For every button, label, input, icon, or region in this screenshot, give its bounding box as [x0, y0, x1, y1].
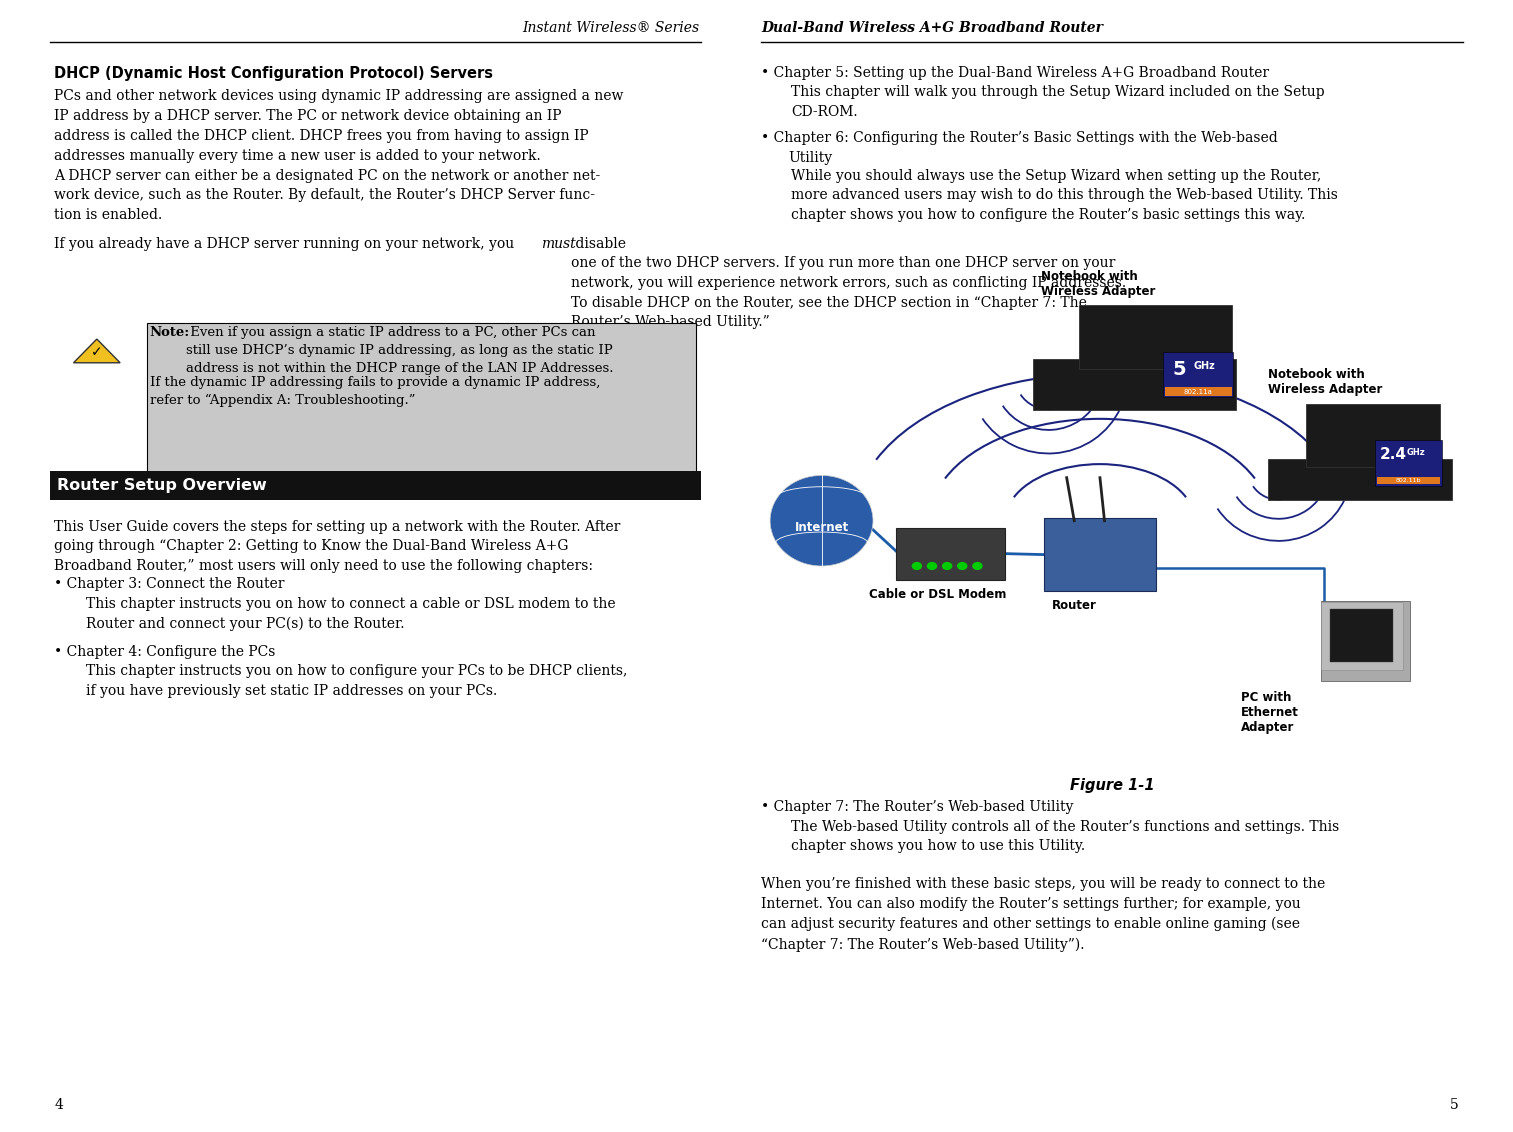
Text: Figure 1-1: Figure 1-1	[1070, 778, 1154, 792]
Text: 4: 4	[54, 1098, 64, 1112]
FancyBboxPatch shape	[1033, 360, 1236, 410]
Text: 5: 5	[1449, 1098, 1459, 1112]
Text: The Web-based Utility controls all of the Router’s functions and settings. This
: The Web-based Utility controls all of th…	[791, 820, 1339, 854]
Circle shape	[973, 563, 982, 569]
Text: If the dynamic IP addressing fails to provide a dynamic IP address,
refer to “Ap: If the dynamic IP addressing fails to pr…	[150, 376, 601, 408]
Text: PCs and other network devices using dynamic IP addressing are assigned a new
IP : PCs and other network devices using dyna…	[54, 89, 623, 163]
Text: • Chapter 7: The Router’s Web-based Utility: • Chapter 7: The Router’s Web-based Util…	[761, 800, 1073, 814]
Text: Utility: Utility	[788, 151, 832, 164]
Circle shape	[943, 563, 952, 569]
Text: This chapter will walk you through the Setup Wizard included on the Setup
CD-ROM: This chapter will walk you through the S…	[791, 85, 1325, 119]
Text: Notebook with
Wireless Adapter: Notebook with Wireless Adapter	[1268, 368, 1383, 396]
Polygon shape	[74, 340, 120, 362]
Circle shape	[958, 563, 967, 569]
FancyBboxPatch shape	[1306, 404, 1440, 466]
FancyBboxPatch shape	[1044, 518, 1156, 591]
Text: • Chapter 3: Connect the Router: • Chapter 3: Connect the Router	[54, 577, 284, 591]
Text: 5: 5	[1173, 360, 1186, 379]
Text: ✓: ✓	[91, 345, 103, 359]
Text: When you’re finished with these basic steps, you will be ready to connect to the: When you’re finished with these basic st…	[761, 877, 1325, 952]
FancyBboxPatch shape	[1375, 440, 1442, 486]
FancyBboxPatch shape	[1079, 306, 1232, 369]
FancyBboxPatch shape	[1330, 609, 1393, 662]
Text: • Chapter 5: Setting up the Dual-Band Wireless A+G Broadband Router: • Chapter 5: Setting up the Dual-Band Wi…	[761, 66, 1269, 79]
FancyBboxPatch shape	[1163, 352, 1233, 397]
Text: DHCP (Dynamic Host Configuration Protocol) Servers: DHCP (Dynamic Host Configuration Protoco…	[54, 66, 493, 80]
FancyBboxPatch shape	[896, 528, 1005, 580]
FancyBboxPatch shape	[1268, 458, 1452, 500]
Text: • Chapter 6: Configuring the Router’s Basic Settings with the Web-based: • Chapter 6: Configuring the Router’s Ba…	[761, 131, 1278, 145]
Text: • Chapter 4: Configure the PCs: • Chapter 4: Configure the PCs	[54, 645, 275, 659]
Text: Dual-Band Wireless A+G Broadband Router: Dual-Band Wireless A+G Broadband Router	[761, 20, 1103, 35]
Text: If you already have a DHCP server running on your network, you: If you already have a DHCP server runnin…	[54, 237, 519, 250]
Text: must: must	[540, 237, 575, 250]
Text: Note:: Note:	[150, 326, 191, 338]
Text: This chapter instructs you on how to connect a cable or DSL modem to the
Router : This chapter instructs you on how to con…	[86, 597, 616, 631]
Text: While you should always use the Setup Wizard when setting up the Router,
more ad: While you should always use the Setup Wi…	[791, 169, 1337, 222]
Text: A DHCP server can either be a designated PC on the network or another net-
work : A DHCP server can either be a designated…	[54, 169, 601, 222]
Text: Router Setup Overview: Router Setup Overview	[57, 478, 268, 494]
Text: 2.4: 2.4	[1380, 447, 1407, 462]
FancyBboxPatch shape	[147, 323, 696, 490]
Text: 802.11a: 802.11a	[1183, 388, 1213, 395]
Text: Instant Wireless® Series: Instant Wireless® Series	[522, 20, 699, 35]
Text: Cable or DSL Modem: Cable or DSL Modem	[870, 588, 1006, 600]
Text: Even if you assign a static IP address to a PC, other PCs can
still use DHCP’s d: Even if you assign a static IP address t…	[186, 326, 614, 376]
FancyBboxPatch shape	[1165, 387, 1232, 396]
Text: 802.11b: 802.11b	[1396, 478, 1421, 483]
Circle shape	[912, 563, 921, 569]
Text: GHz: GHz	[1407, 448, 1425, 457]
Ellipse shape	[770, 475, 873, 566]
Text: Notebook with
Wireless Adapter: Notebook with Wireless Adapter	[1041, 269, 1156, 298]
Text: This User Guide covers the steps for setting up a network with the Router. After: This User Guide covers the steps for set…	[54, 520, 620, 573]
FancyBboxPatch shape	[50, 471, 701, 500]
Text: This chapter instructs you on how to configure your PCs to be DHCP clients,
if y: This chapter instructs you on how to con…	[86, 664, 628, 698]
Circle shape	[927, 563, 937, 569]
FancyBboxPatch shape	[1321, 600, 1410, 681]
Text: GHz: GHz	[1194, 361, 1215, 371]
Text: Router: Router	[1052, 599, 1097, 611]
Text: Internet: Internet	[794, 521, 849, 534]
FancyBboxPatch shape	[1377, 477, 1440, 484]
Text: PC with
Ethernet
Adapter: PC with Ethernet Adapter	[1241, 691, 1298, 734]
Text: disable
one of the two DHCP servers. If you run more than one DHCP server on you: disable one of the two DHCP servers. If …	[572, 237, 1127, 329]
FancyBboxPatch shape	[1321, 602, 1403, 670]
